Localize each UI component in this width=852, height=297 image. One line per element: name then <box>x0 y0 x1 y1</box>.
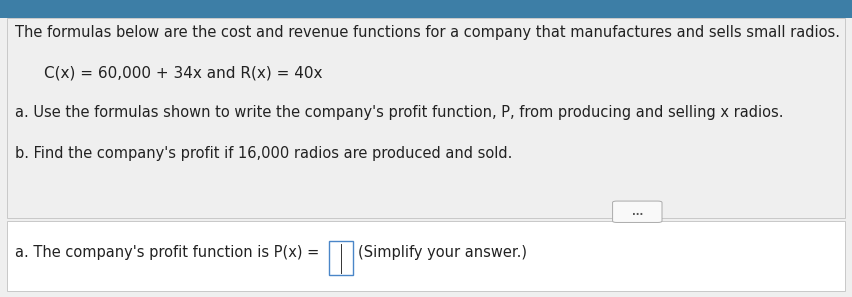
Text: a. Use the formulas shown to write the company's profit function, P, from produc: a. Use the formulas shown to write the c… <box>15 105 784 121</box>
Bar <box>0 0 852 18</box>
Text: a. The company's profit function is P(x) =: a. The company's profit function is P(x)… <box>15 245 320 260</box>
Text: (Simplify your answer.): (Simplify your answer.) <box>358 245 527 260</box>
FancyBboxPatch shape <box>7 221 845 291</box>
FancyBboxPatch shape <box>7 18 845 218</box>
Text: ...: ... <box>631 207 643 217</box>
Bar <box>329 241 353 275</box>
Text: b. Find the company's profit if 16,000 radios are produced and sold.: b. Find the company's profit if 16,000 r… <box>15 146 513 161</box>
Text: C(x) = 60,000 + 34x and R(x) = 40x: C(x) = 60,000 + 34x and R(x) = 40x <box>44 65 323 80</box>
FancyBboxPatch shape <box>613 201 662 222</box>
Text: The formulas below are the cost and revenue functions for a company that manufac: The formulas below are the cost and reve… <box>15 25 840 40</box>
